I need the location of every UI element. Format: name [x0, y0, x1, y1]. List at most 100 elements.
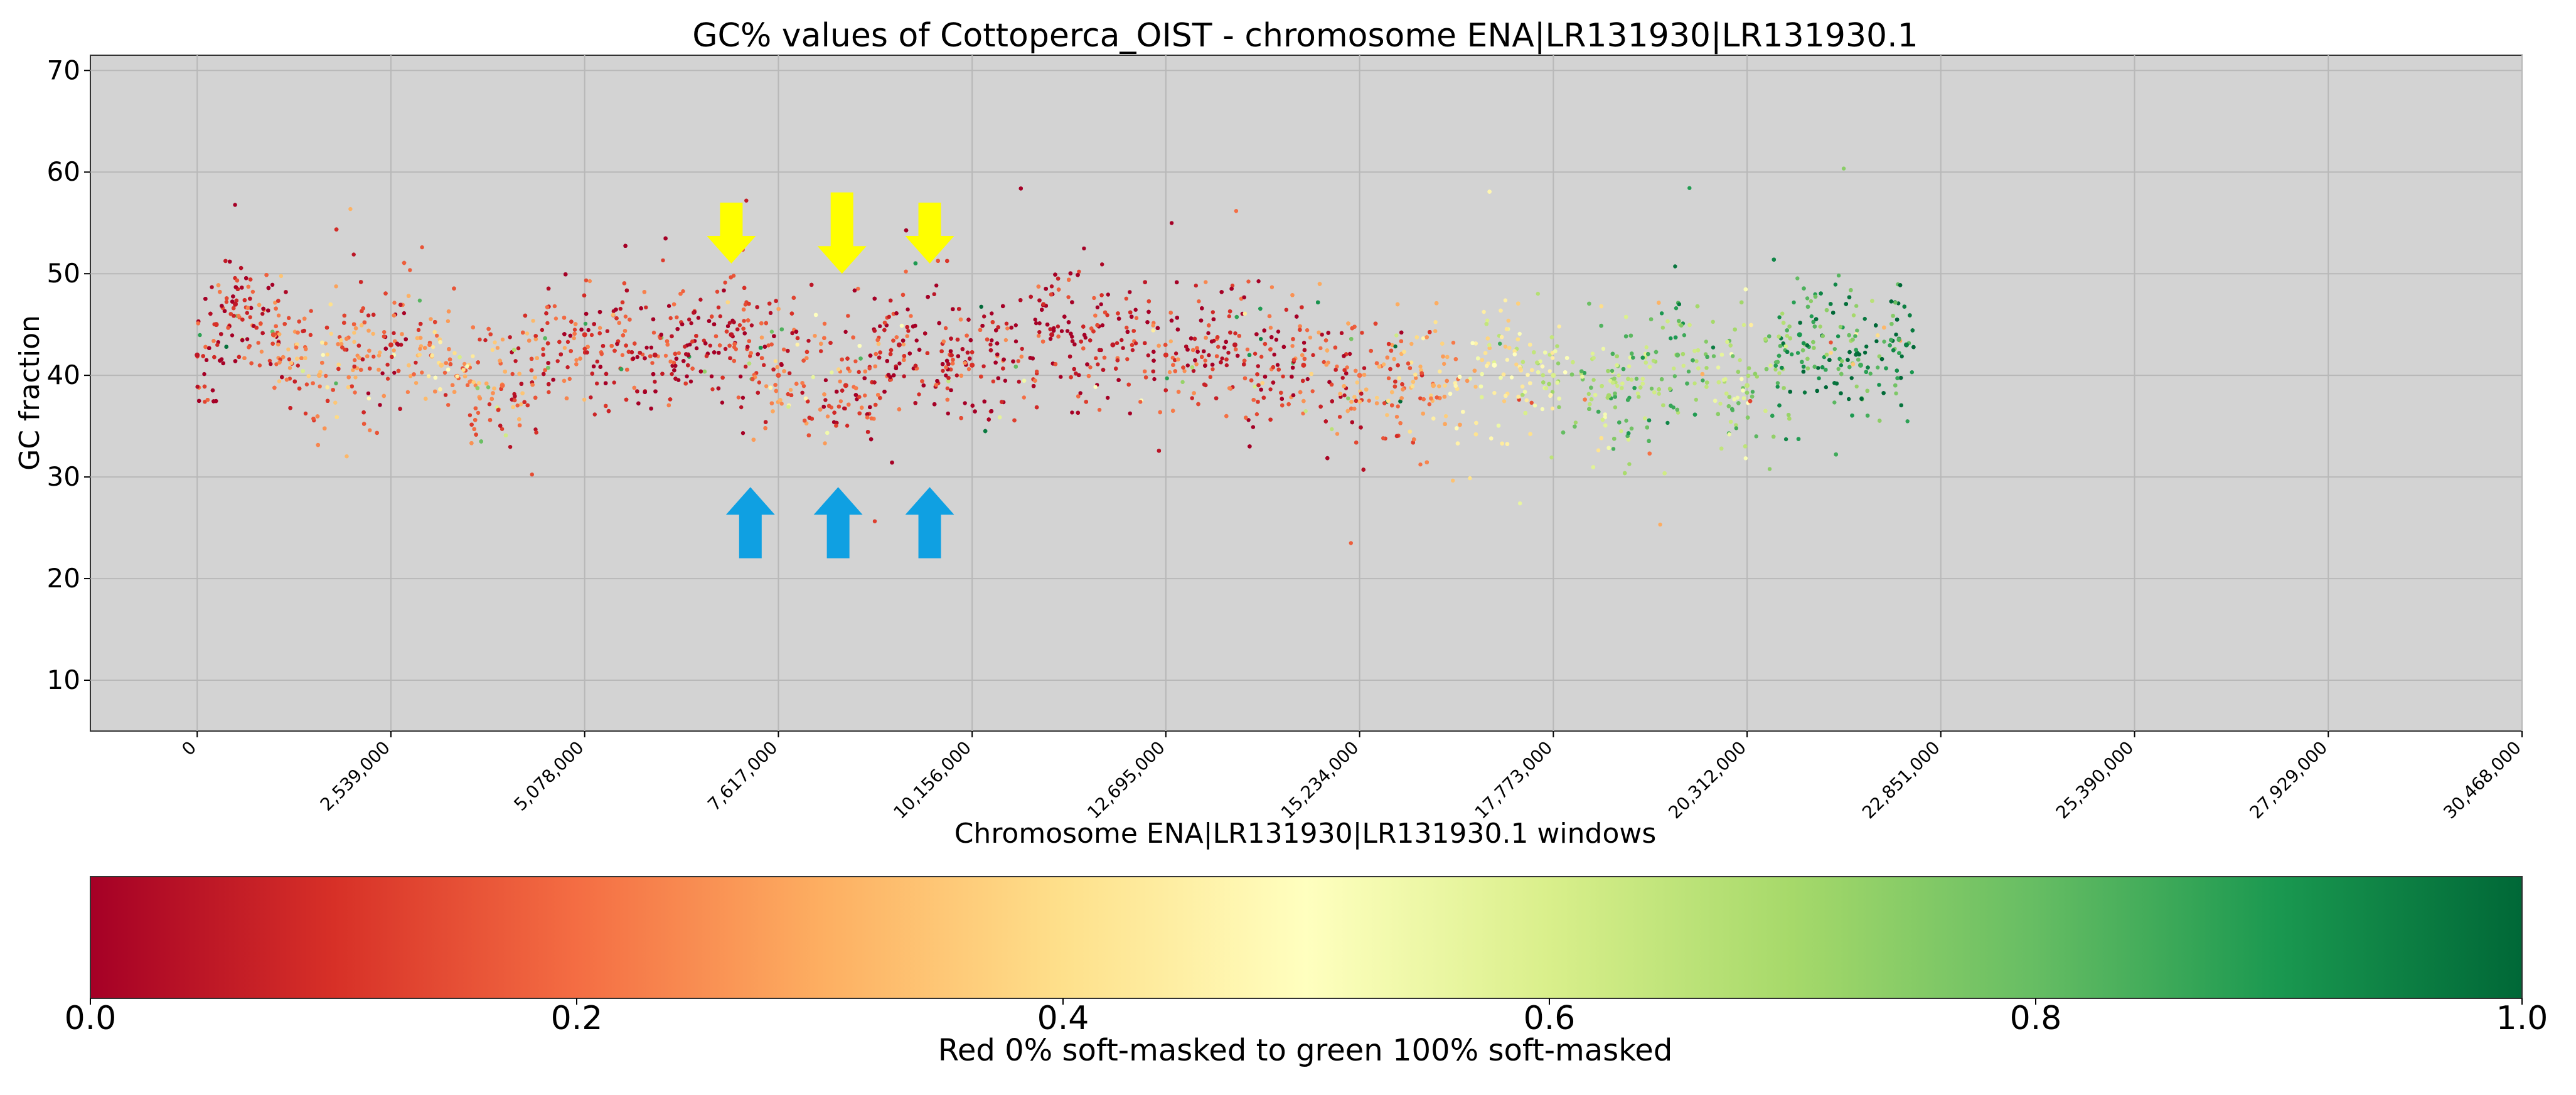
scatter-point	[965, 350, 970, 355]
scatter-point	[736, 395, 741, 400]
scatter-point	[1203, 358, 1207, 363]
scatter-point	[1593, 393, 1598, 397]
scatter-point	[1692, 381, 1697, 386]
scatter-point	[1114, 341, 1120, 345]
scatter-point	[734, 347, 739, 351]
scatter-point	[1563, 370, 1568, 375]
scatter-point	[1754, 434, 1758, 439]
scatter-point	[469, 422, 474, 427]
scatter-point	[1555, 380, 1559, 385]
scatter-point	[1509, 375, 1514, 380]
scatter-point	[1775, 381, 1780, 385]
scatter-point	[1716, 365, 1721, 370]
scatter-point	[589, 333, 594, 338]
scatter-point	[668, 316, 673, 321]
scatter-point	[1617, 420, 1622, 425]
scatter-point	[1851, 313, 1856, 318]
scatter-point	[392, 370, 397, 375]
scatter-point	[240, 338, 245, 343]
scatter-point	[1224, 357, 1229, 361]
scatter-point	[259, 350, 264, 354]
scatter-point	[911, 366, 916, 371]
scatter-point	[944, 373, 948, 378]
scatter-point	[805, 399, 810, 403]
scatter-point	[1564, 356, 1569, 360]
scatter-point	[1065, 329, 1070, 333]
scatter-point	[1802, 390, 1807, 395]
scatter-point	[541, 347, 545, 351]
scatter-point	[718, 314, 723, 319]
scatter-point	[1256, 279, 1261, 284]
scatter-point	[1268, 347, 1273, 352]
scatter-point	[970, 350, 975, 355]
scatter-point	[1555, 344, 1559, 348]
scatter-point	[443, 393, 448, 397]
scatter-point	[353, 375, 358, 380]
scatter-point	[683, 345, 687, 349]
scatter-point	[857, 344, 862, 348]
scatter-point	[1603, 412, 1607, 417]
scatter-point	[287, 366, 292, 370]
scatter-point	[688, 342, 692, 347]
scatter-point	[385, 377, 390, 381]
scatter-point	[1088, 365, 1093, 370]
scatter-point	[901, 342, 906, 347]
scatter-point	[1247, 353, 1252, 357]
scatter-point	[1200, 306, 1204, 311]
scatter-point	[723, 346, 728, 351]
scatter-point	[433, 375, 438, 380]
scatter-point	[1849, 288, 1853, 292]
scatter-point	[620, 300, 625, 304]
scatter-point	[1253, 384, 1257, 389]
scatter-point	[1711, 319, 1715, 324]
scatter-point	[1790, 352, 1794, 356]
scatter-point	[338, 335, 342, 339]
scatter-point	[1092, 296, 1096, 301]
scatter-point	[1736, 401, 1741, 405]
scatter-point	[1433, 320, 1438, 324]
scatter-point	[1899, 403, 1903, 408]
scatter-point	[1505, 358, 1510, 362]
scatter-point	[1096, 362, 1100, 366]
plot-area	[90, 55, 2523, 732]
scatter-point	[635, 355, 639, 360]
scatter-point	[867, 366, 872, 371]
scatter-point	[757, 380, 762, 385]
scatter-point	[266, 308, 270, 312]
scatter-point	[565, 339, 570, 344]
scatter-point	[452, 351, 457, 355]
scatter-point	[334, 284, 338, 289]
scatter-point	[1836, 366, 1841, 371]
scatter-point	[1620, 386, 1624, 390]
scatter-point	[823, 378, 828, 383]
scatter-point	[716, 305, 721, 310]
scatter-point	[651, 330, 656, 335]
scatter-point	[1532, 403, 1537, 408]
scatter-point	[1809, 314, 1814, 319]
scatter-point	[853, 359, 858, 363]
scatter-point	[830, 370, 834, 375]
scatter-point	[825, 414, 830, 419]
scatter-point	[1681, 363, 1686, 368]
scatter-point	[932, 292, 936, 296]
scatter-point	[471, 354, 475, 358]
scatter-point	[1857, 352, 1861, 356]
scatter-point	[1102, 355, 1107, 360]
scatter-point	[210, 285, 214, 289]
scatter-point	[1908, 313, 1912, 318]
scatter-point	[583, 321, 588, 326]
scatter-point	[547, 390, 551, 395]
scatter-point	[417, 298, 422, 303]
scatter-point	[250, 289, 255, 294]
scatter-point	[586, 328, 591, 333]
scatter-point	[371, 331, 375, 336]
scatter-point	[663, 353, 668, 358]
scatter-point	[515, 403, 520, 408]
scatter-point	[768, 311, 773, 315]
scatter-point	[448, 362, 453, 366]
scatter-point	[1146, 353, 1151, 358]
scatter-point	[934, 283, 939, 288]
scatter-point	[1591, 356, 1596, 360]
scatter-point	[269, 361, 273, 366]
scatter-point	[516, 346, 521, 351]
